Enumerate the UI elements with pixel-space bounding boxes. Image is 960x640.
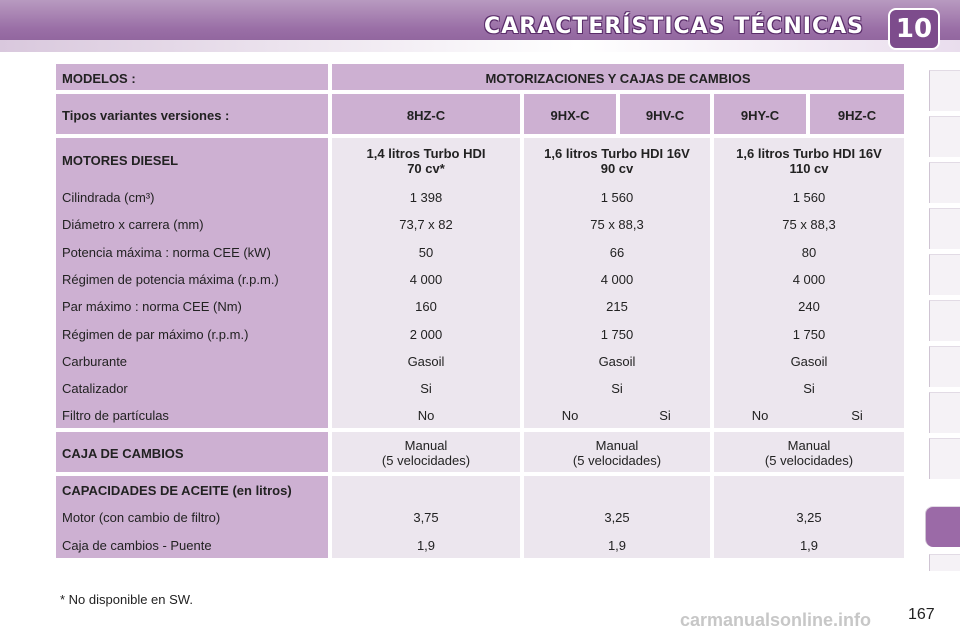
side-tab[interactable] bbox=[929, 162, 960, 203]
side-tab[interactable] bbox=[929, 254, 960, 295]
spec-value: 3,25 bbox=[796, 510, 822, 525]
oil-label: CAPACIDADES DE ACEITE (en litros) bbox=[62, 483, 292, 498]
spec-value: Si bbox=[611, 381, 623, 396]
diesel-label-column bbox=[56, 138, 328, 428]
spec-value: Gasoil bbox=[407, 354, 445, 369]
spec-value: 1,9 bbox=[799, 538, 819, 553]
variant-code: 8HZ-C bbox=[332, 94, 520, 134]
models-value: MOTORIZACIONES Y CAJAS DE CAMBIOS bbox=[332, 64, 904, 90]
spec-value: No bbox=[561, 408, 579, 423]
side-tab[interactable] bbox=[929, 438, 960, 479]
spec-value: 3,75 bbox=[413, 510, 439, 525]
spec-value: 80 bbox=[801, 245, 817, 260]
chapter-badge: 10 bbox=[888, 8, 940, 50]
gearbox-value: Manual (5 velocidades) bbox=[714, 432, 904, 472]
spec-value: 160 bbox=[415, 299, 437, 314]
side-tab[interactable] bbox=[929, 346, 960, 387]
spec-value: 1 560 bbox=[600, 190, 634, 205]
spec-value: 240 bbox=[798, 299, 820, 314]
spec-value: Si bbox=[659, 408, 671, 423]
variant-code: 9HY-C bbox=[714, 94, 806, 134]
page-number: 167 bbox=[908, 606, 935, 623]
oil-column-1 bbox=[332, 476, 520, 558]
spec-label: Régimen de par máximo (r.p.m.) bbox=[62, 327, 249, 342]
spec-value: 50 bbox=[418, 245, 434, 260]
side-tab[interactable] bbox=[929, 392, 960, 433]
spec-value: 75 x 88,3 bbox=[590, 217, 644, 232]
spec-label: Carburante bbox=[62, 354, 128, 369]
spec-value: 2 000 bbox=[409, 327, 443, 342]
spec-value: 3,25 bbox=[604, 510, 630, 525]
side-tab[interactable] bbox=[929, 116, 960, 157]
spec-value: Si bbox=[851, 408, 863, 423]
page-title: CARACTERÍSTICAS TÉCNICAS bbox=[484, 14, 864, 39]
models-label: MODELOS : bbox=[56, 64, 328, 90]
spec-label: Catalizador bbox=[62, 381, 128, 396]
spec-value: 1 750 bbox=[792, 327, 826, 342]
spec-value: No bbox=[751, 408, 769, 423]
spec-label: Régimen de potencia máxima (r.p.m.) bbox=[62, 272, 279, 287]
oil-label-column bbox=[56, 476, 328, 558]
spec-value: 4 000 bbox=[600, 272, 634, 287]
engine-column-1 bbox=[332, 138, 520, 428]
spec-label: Cilindrada (cm³) bbox=[62, 190, 155, 205]
oil-column-3 bbox=[714, 476, 904, 558]
spec-value: 1 398 bbox=[409, 190, 443, 205]
spec-value: 4 000 bbox=[792, 272, 826, 287]
spec-label: Potencia máxima : norma CEE (kW) bbox=[62, 245, 271, 260]
spec-value: 73,7 x 82 bbox=[399, 217, 453, 232]
gearbox-label: CAJA DE CAMBIOS bbox=[56, 432, 328, 472]
variant-code: 9HZ-C bbox=[810, 94, 904, 134]
engine-column-2 bbox=[524, 138, 710, 428]
side-tab[interactable] bbox=[929, 554, 960, 571]
variant-code: 9HX-C bbox=[524, 94, 616, 134]
engine-name: 1,6 litros Turbo HDI 16V 110 cv bbox=[736, 146, 882, 176]
spec-value: 1 560 bbox=[792, 190, 826, 205]
side-tab[interactable] bbox=[929, 208, 960, 249]
spec-label: Diámetro x carrera (mm) bbox=[62, 217, 204, 232]
spec-value: 1,9 bbox=[607, 538, 627, 553]
side-tab[interactable] bbox=[929, 300, 960, 341]
gearbox-value: Manual (5 velocidades) bbox=[332, 432, 520, 472]
engine-column-3 bbox=[714, 138, 904, 428]
spec-label: Caja de cambios - Puente bbox=[62, 538, 212, 553]
watermark: carmanualsonline.info bbox=[680, 610, 872, 630]
spec-value: 215 bbox=[606, 299, 628, 314]
spec-value: 66 bbox=[609, 245, 625, 260]
spec-label: Filtro de partículas bbox=[62, 408, 169, 423]
spec-value: No bbox=[417, 408, 435, 423]
variant-code: 9HV-C bbox=[620, 94, 710, 134]
side-tab-active[interactable] bbox=[925, 506, 960, 547]
spec-label: Par máximo : norma CEE (Nm) bbox=[62, 299, 242, 314]
spec-value: 4 000 bbox=[409, 272, 443, 287]
spec-value: 1 750 bbox=[600, 327, 634, 342]
header-bar: CARACTERÍSTICAS TÉCNICAS 10 bbox=[0, 0, 960, 52]
spec-value: Si bbox=[803, 381, 815, 396]
spec-value: 75 x 88,3 bbox=[782, 217, 836, 232]
spec-value: 1,9 bbox=[416, 538, 436, 553]
side-tabs bbox=[925, 70, 960, 571]
footnote: * No disponible en SW. bbox=[60, 592, 193, 607]
variants-label: Tipos variantes versiones : bbox=[56, 94, 328, 134]
engines-label: MOTORES DIESEL bbox=[62, 153, 179, 168]
spec-value: Gasoil bbox=[790, 354, 828, 369]
oil-column-2 bbox=[524, 476, 710, 558]
header-swoosh bbox=[0, 40, 960, 52]
engine-name: 1,6 litros Turbo HDI 16V 90 cv bbox=[544, 146, 690, 176]
gearbox-value: Manual (5 velocidades) bbox=[524, 432, 710, 472]
spec-value: Si bbox=[420, 381, 432, 396]
engine-name: 1,4 litros Turbo HDI 70 cv* bbox=[366, 146, 486, 176]
side-tab[interactable] bbox=[929, 70, 960, 111]
spec-label: Motor (con cambio de filtro) bbox=[62, 510, 221, 525]
spec-value: Gasoil bbox=[598, 354, 636, 369]
